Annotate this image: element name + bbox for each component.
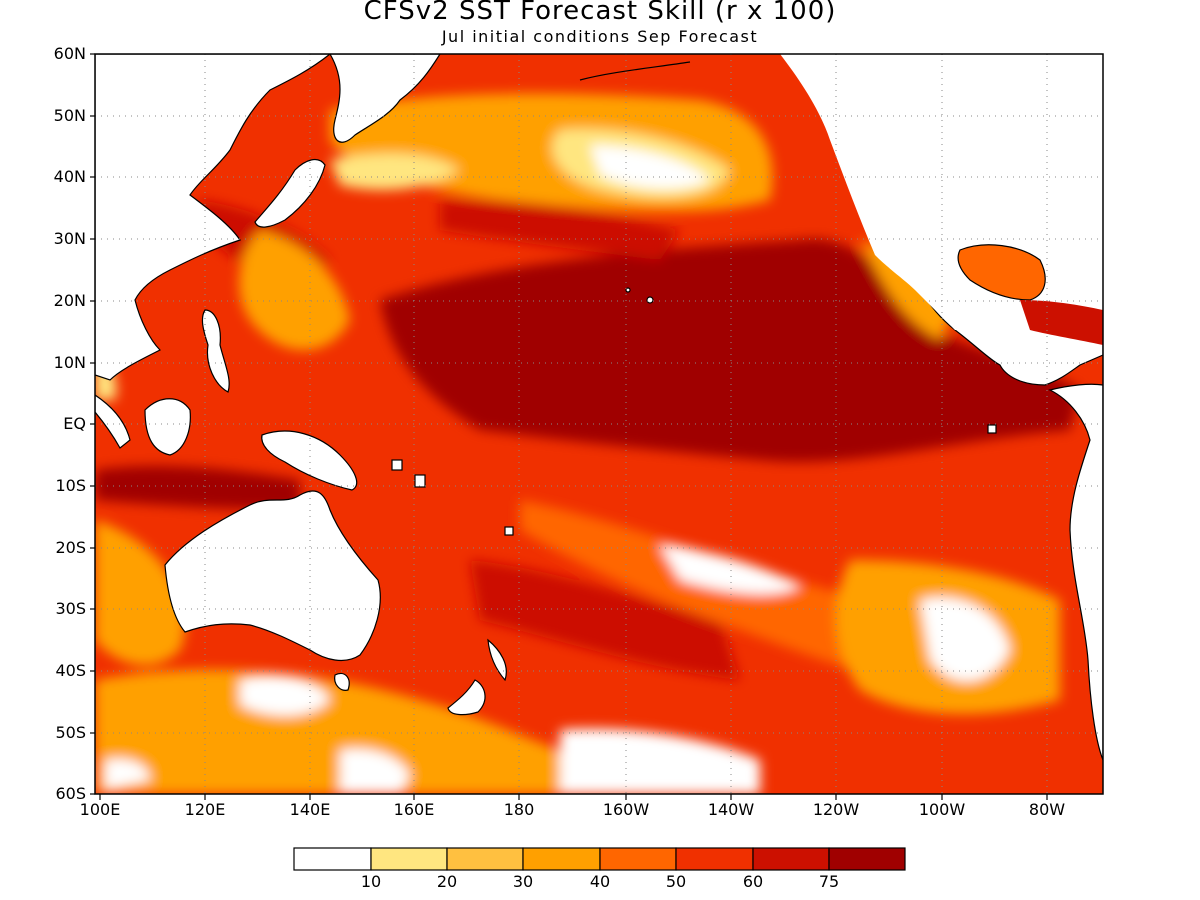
- high-skill-tropical: [380, 238, 1080, 463]
- colorbar-label: 10: [360, 872, 382, 891]
- skill-contours: [95, 93, 1080, 794]
- mid-skill-southern: [95, 669, 640, 794]
- philippines-land: [201, 309, 230, 393]
- caribbean-sea: [1020, 300, 1103, 345]
- lat-label: 20N: [53, 291, 86, 310]
- lon-label: 120E: [184, 800, 226, 819]
- hawaii-island: [625, 287, 631, 293]
- colorbar-swatch: [522, 847, 601, 871]
- tasmania-land: [334, 672, 350, 691]
- no-skill-far-south: [340, 748, 410, 794]
- lon-label: 180: [503, 800, 535, 819]
- no-skill-south-band: [560, 728, 760, 794]
- map-title: CFSv2 SST Forecast Skill (r x 100): [363, 0, 837, 26]
- australia-land: [164, 490, 381, 662]
- lon-label: 100W: [918, 800, 966, 819]
- colorbar-swatch: [599, 847, 677, 871]
- new-guinea-land: [261, 430, 358, 491]
- aleutian-islands: [579, 61, 691, 81]
- gulf-of-mexico: [957, 244, 1046, 301]
- lon-label: 100E: [79, 800, 121, 819]
- colorbar-label: 20: [436, 872, 458, 891]
- lat-label: 40N: [53, 167, 86, 186]
- colorbar-label: 40: [589, 872, 611, 891]
- lat-label: 50N: [53, 106, 86, 125]
- small-island: [414, 474, 426, 488]
- lat-label: 30S: [55, 599, 86, 618]
- colorbar-swatch: [675, 847, 754, 871]
- no-skill-south-aus: [240, 676, 330, 716]
- skill-band-n: [440, 200, 680, 260]
- colorbar-label: 60: [742, 872, 764, 891]
- lat-label: 10N: [53, 353, 86, 372]
- colorbar-swatch: [293, 847, 372, 871]
- lat-label: 60S: [55, 784, 86, 803]
- mid-skill-mexico: [860, 240, 960, 340]
- lat-label: 40S: [55, 661, 86, 680]
- colorbar: [293, 847, 906, 871]
- skill-field: [95, 54, 1103, 794]
- lat-label: 10S: [55, 476, 86, 495]
- asia-land: [95, 54, 331, 381]
- mid-skill-indian: [95, 520, 186, 666]
- lon-label: 140W: [707, 800, 755, 819]
- lon-label: 120W: [812, 800, 860, 819]
- lon-label: 80W: [1028, 800, 1066, 819]
- galapagos-islands: [987, 424, 997, 434]
- ne-asia-land: [329, 54, 441, 143]
- hawaii-big-island: [646, 296, 654, 304]
- small-island: [391, 459, 403, 471]
- nz-north-land: [487, 638, 507, 682]
- lon-label: 140E: [289, 800, 331, 819]
- colorbar-label: 30: [512, 872, 534, 891]
- map-subtitle: Jul initial conditions Sep Forecast: [441, 27, 759, 46]
- nz-south-land: [447, 679, 486, 716]
- high-skill-indo: [95, 465, 300, 510]
- borneo-land: [144, 398, 191, 456]
- no-skill-sw: [105, 758, 150, 790]
- lat-label: 20S: [55, 538, 86, 557]
- no-skill-spac: [660, 545, 800, 595]
- lon-label: 160W: [602, 800, 650, 819]
- lat-label: EQ: [63, 414, 86, 433]
- small-island: [504, 526, 514, 536]
- lat-label: 30N: [53, 229, 86, 248]
- colorbar-label: 75: [818, 872, 840, 891]
- low-skill-kuroshio: [330, 153, 460, 190]
- sumatra-land: [95, 394, 131, 449]
- lat-label: 50S: [55, 723, 86, 742]
- colorbar-swatch: [828, 847, 906, 871]
- skill-band-s: [470, 560, 740, 680]
- colorbar-swatch: [370, 847, 448, 871]
- colorbar-swatch: [446, 847, 524, 871]
- lon-label: 160E: [393, 800, 435, 819]
- axis-ticks: [90, 53, 1048, 800]
- lat-label: 60N: [53, 44, 86, 63]
- japan-land: [254, 158, 326, 228]
- south-america-land: [1048, 383, 1103, 761]
- mid-skill-philsea: [239, 230, 350, 350]
- colorbar-swatch: [752, 847, 830, 871]
- grid-lines: [95, 54, 1103, 794]
- no-skill-npac: [590, 145, 710, 190]
- colorbar-label: 50: [665, 872, 687, 891]
